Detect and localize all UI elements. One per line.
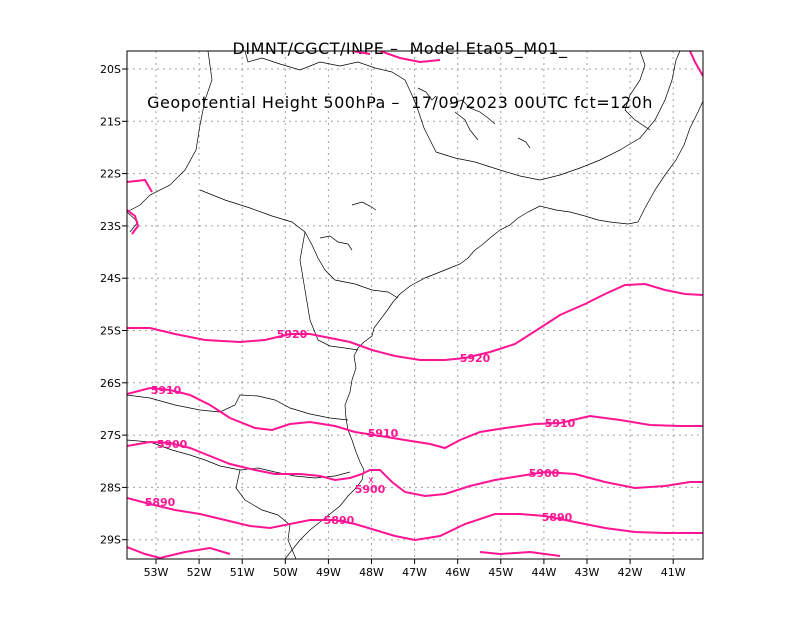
contour-labels: 5920 5920 5910 5910 5910 5900 5900 5900 … — [145, 328, 576, 527]
lat-label: 28S — [100, 481, 121, 494]
border-pr-sp — [199, 189, 399, 299]
title-line-1: DIMNT/CGCT/INPE – Model Eta05_M01_ — [232, 39, 568, 58]
contour-label: 5890 — [542, 511, 573, 524]
contour-label: 5900 — [157, 438, 188, 451]
lon-label: 43W — [575, 566, 600, 579]
contour-5910 — [127, 386, 703, 450]
lon-label: 53W — [144, 566, 169, 579]
contour-label: 5910 — [151, 384, 182, 397]
lon-label: 42W — [618, 566, 643, 579]
reservoir-1 — [449, 99, 496, 141]
contour-5900 — [127, 440, 703, 498]
lat-label: 23S — [100, 220, 121, 233]
lat-label: 29S — [100, 534, 121, 547]
contour-5920-ne — [689, 51, 703, 77]
reservoir-5 — [517, 137, 531, 149]
lat-label: 22S — [100, 168, 121, 181]
reservoir-2 — [417, 87, 437, 101]
low-marker: x — [368, 475, 374, 486]
border-uruguay — [235, 469, 297, 559]
lon-label: 52W — [187, 566, 212, 579]
contour-label: 5920 — [460, 352, 491, 365]
lon-label: 44W — [531, 566, 556, 579]
lon-label: 41W — [661, 566, 686, 579]
lon-label: 46W — [445, 566, 470, 579]
lat-label: 26S — [100, 377, 121, 390]
contour-5920-north — [351, 51, 441, 64]
contour-5880-south — [127, 546, 561, 559]
lon-label: 48W — [359, 566, 384, 579]
title-line-2: Geopotential Height 500hPa – 17/09/2023 … — [147, 93, 653, 112]
contour-label: 5890 — [145, 496, 176, 509]
lon-label: 49W — [316, 566, 341, 579]
contour-5890 — [127, 497, 703, 542]
border-es — [624, 51, 651, 131]
lon-label: 47W — [402, 566, 427, 579]
border-ms-sp — [244, 51, 437, 153]
contours — [127, 51, 703, 559]
border-argentina — [127, 394, 349, 421]
map-title: DIMNT/CGCT/INPE – Model Eta05_M01_ Geopo… — [0, 4, 800, 130]
border-pr-sc — [299, 231, 359, 351]
lat-label: 20S — [100, 63, 121, 76]
contour-5920 — [127, 282, 703, 361]
contour-label: 5910 — [545, 417, 576, 430]
lat-label: 21S — [100, 115, 121, 128]
reservoir-4 — [319, 235, 353, 251]
reservoir-3 — [351, 201, 377, 211]
lon-label: 51W — [230, 566, 255, 579]
contour-label: 5920 — [277, 328, 308, 341]
graticule — [127, 51, 703, 559]
lat-label: 25S — [100, 325, 121, 338]
contour-label: 5890 — [324, 514, 355, 527]
contour-label: 5910 — [368, 427, 399, 440]
boundaries — [127, 51, 703, 559]
lat-label: 27S — [100, 429, 121, 442]
lon-label: 45W — [488, 566, 513, 579]
border-sp-north — [127, 51, 213, 213]
border-ms-paraguay — [127, 211, 139, 233]
border-mg-rj — [435, 51, 681, 181]
lat-label: 24S — [100, 272, 121, 285]
contour-5930-nw — [127, 178, 153, 235]
latitude-axis: 20S 21S 22S 23S 24S 25S 26S 27S 28S 29S — [100, 63, 127, 547]
coastline — [284, 100, 703, 559]
contour-label: 5900 — [529, 467, 560, 480]
lon-label: 50W — [273, 566, 298, 579]
longitude-axis: 53W 52W 51W 50W 49W 48W 47W 46W 45W 44W 43W 42W 41W — [144, 559, 686, 579]
contour-label: 5900 — [355, 483, 386, 496]
